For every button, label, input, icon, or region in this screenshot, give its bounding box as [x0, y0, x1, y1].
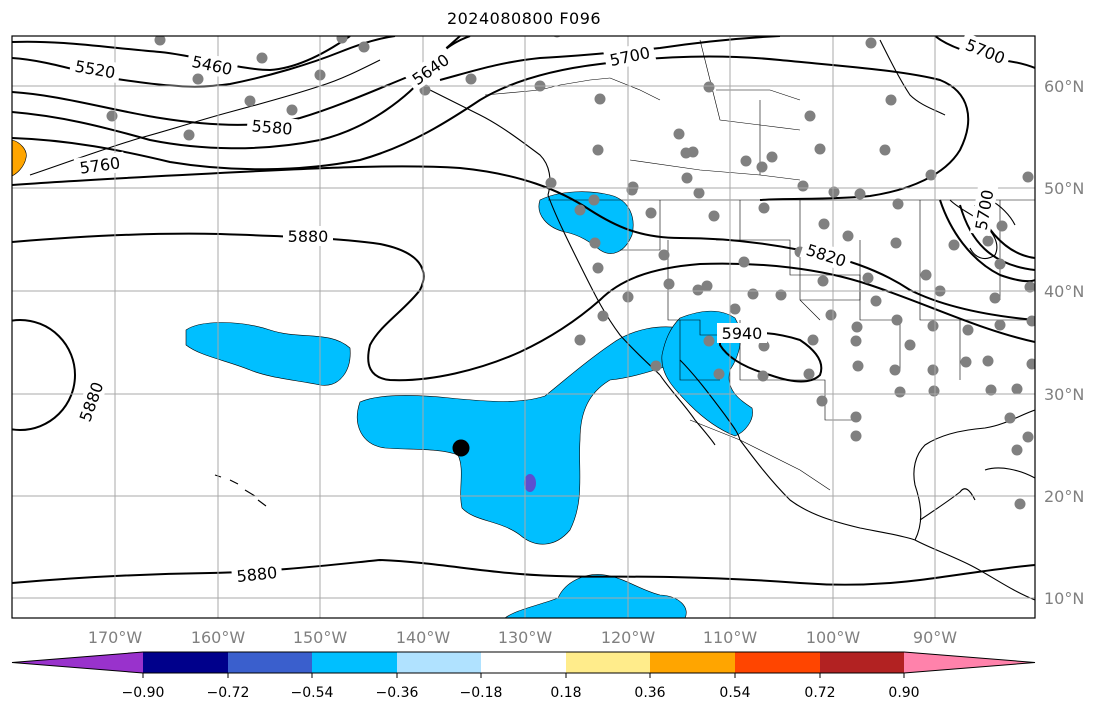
colorbar-tick-label: 0.18: [550, 685, 581, 701]
map-frame: [11, 35, 1036, 619]
colorbar-tick-label: 0.72: [804, 685, 835, 701]
lon-tick-label: 140°W: [396, 628, 451, 647]
coastline-yucatan: [919, 488, 976, 521]
anomaly-purple-patch: [524, 474, 536, 492]
coastline-us-west: [547, 194, 661, 376]
lat-tick-label: 40°N: [1044, 282, 1084, 301]
lon-tick-label: 160°W: [191, 628, 246, 647]
coastline-gulf-mexico: [913, 409, 1035, 541]
colorbar-tick-label: −0.90: [122, 685, 165, 701]
map-gridlines: [12, 36, 1035, 618]
contour-label: 5880: [283, 226, 333, 246]
anomaly-fill-regions: [185, 191, 753, 618]
colorbar-segment: [481, 652, 566, 673]
lat-tick-label: 20°N: [1044, 487, 1084, 506]
map-title: 2024080800 F096: [446, 9, 602, 28]
contour-5940: [719, 331, 823, 383]
lat-tick-label: 50°N: [1044, 179, 1084, 198]
contour-5700-trough-1: [939, 199, 1035, 283]
contour-label-text: 5940: [722, 324, 763, 343]
coastline-aleutians: [29, 59, 381, 176]
colorbar-segment: [397, 652, 481, 673]
colorbar-segment: [143, 652, 228, 673]
lon-tick-label: 150°W: [293, 628, 348, 647]
coastline-alaska: [419, 84, 551, 196]
colorbar-extend-min: [12, 652, 143, 673]
colorbar-segment: [566, 652, 650, 673]
coastline-gulf-california: [679, 359, 741, 441]
colorbar-extend-max: [904, 652, 1035, 673]
coastline-cuba: [984, 467, 1035, 479]
colorbar-segment: [228, 652, 312, 673]
contour-label: 5880: [230, 561, 283, 587]
contour-5820: [12, 165, 1035, 321]
colorbar-segment: [650, 652, 735, 673]
contour-5880-south: [12, 558, 1035, 586]
political-borders: [484, 39, 1035, 491]
contour-5700: [439, 36, 781, 81]
colorbar-tick-label: −0.36: [376, 685, 419, 701]
anomaly-orange-patch: [12, 139, 27, 177]
coastline-baja: [659, 374, 716, 446]
latitude-tick-labels: 10°N 20°N 30°N 40°N 50°N 60°N: [1044, 77, 1084, 608]
anomaly-region-south-pacific: [504, 574, 687, 618]
highlight-marker: [452, 439, 470, 457]
contour-label-text: 5880: [236, 563, 278, 586]
colorbar-segment: [820, 652, 904, 673]
colorbar-tick-label: −0.18: [460, 685, 503, 701]
colorbar-segment: [735, 652, 820, 673]
contour-5880-low: [12, 319, 76, 431]
station-dots: [106, 36, 1035, 510]
colorbar-tick-label: −0.72: [207, 685, 250, 701]
contour-5700-trough-2: [959, 204, 1035, 271]
colorbar: −0.90 −0.72 −0.54 −0.36 −0.18 0.18 0.36 0.54 0.7…: [11, 651, 1036, 701]
coastline-central-america: [914, 539, 1035, 601]
contour-label: 5940: [717, 323, 767, 343]
lon-tick-label: 100°W: [806, 628, 861, 647]
anomaly-region-pacific-west: [185, 322, 351, 386]
contour-labels: 5520 5460 5640 5700 570055805760588058205940…: [68, 32, 1013, 587]
lon-tick-label: 170°W: [88, 628, 143, 647]
coastline-mexico-west: [739, 439, 916, 541]
contour-label-text: 5880: [288, 227, 329, 246]
lat-tick-label: 60°N: [1044, 77, 1084, 96]
colorbar-tick-label: 0.54: [719, 685, 750, 701]
colorbar-segment: [312, 652, 397, 673]
contour-label: 5760: [73, 151, 127, 179]
lat-tick-label: 30°N: [1044, 385, 1084, 404]
colorbar-tick-label: −0.54: [291, 685, 334, 701]
lat-tick-label: 10°N: [1044, 589, 1084, 608]
lon-tick-label: 130°W: [498, 628, 553, 647]
contour-label-text: 5580: [251, 116, 293, 138]
coastlines: [29, 39, 1035, 601]
lon-tick-label: 110°W: [703, 628, 758, 647]
contour-label: 5580: [246, 114, 298, 140]
lon-tick-label: 120°W: [601, 628, 656, 647]
anomaly-region-pacific-northwest: [538, 191, 634, 254]
longitude-tick-labels: 170°W 160°W 150°W 140°W 130°W 120°W 110°W 100°W…: [88, 628, 957, 647]
colorbar-tick-label: 0.90: [888, 685, 919, 701]
lon-tick-label: 90°W: [913, 628, 957, 647]
colorbar-tick-label: 0.36: [634, 685, 665, 701]
